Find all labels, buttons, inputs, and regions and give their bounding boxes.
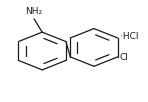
Text: Cl: Cl bbox=[120, 53, 129, 62]
Text: ·HCl: ·HCl bbox=[120, 32, 138, 42]
Text: NH₂: NH₂ bbox=[25, 7, 42, 16]
